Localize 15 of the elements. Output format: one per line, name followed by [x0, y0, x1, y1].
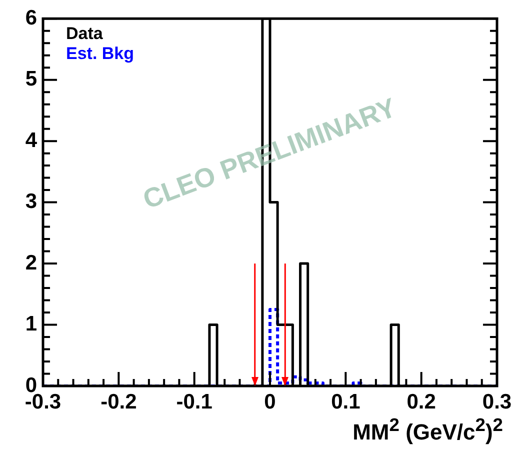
x-tick-label: -0.1	[176, 390, 213, 414]
x-tick-label: -0.2	[100, 390, 137, 414]
y-tick-label: 6	[25, 6, 37, 30]
text: Est. Bkg	[66, 44, 134, 64]
x-tick-label: 0.1	[331, 390, 361, 414]
y-tick-label: 2	[25, 251, 37, 274]
y-tick-label: 1	[25, 312, 38, 336]
x-axis-title: MM$^{2}$ (GeV/c$^{2}$)$^{2}$	[352, 414, 503, 446]
x-tick-label: 0.3	[482, 390, 512, 414]
y-tick-label: 5	[25, 68, 38, 91]
text: Data	[66, 24, 104, 44]
x-tick-label: 0.2	[406, 390, 436, 414]
x-tick-label: 0	[264, 390, 276, 414]
y-tick-label: 4	[25, 128, 38, 152]
y-tick-label: 3	[25, 190, 37, 214]
